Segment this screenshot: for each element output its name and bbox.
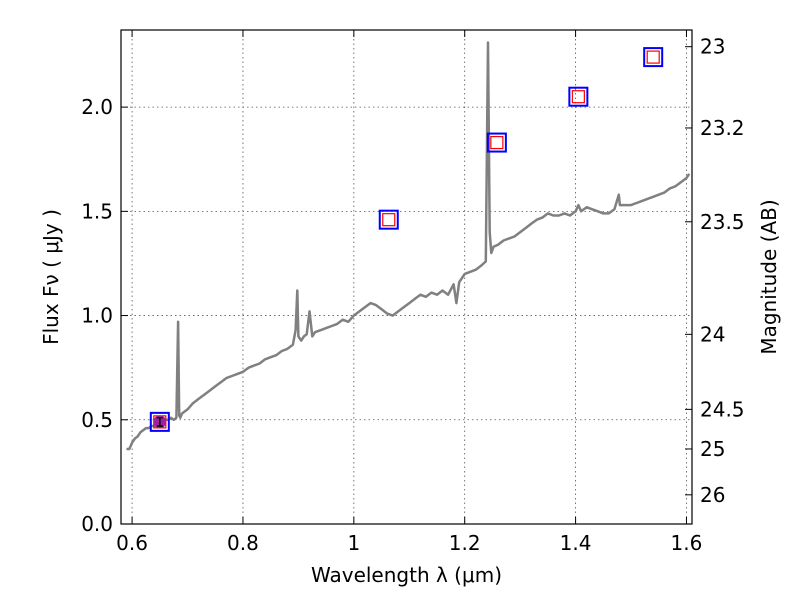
right-axis-label: Magnitude (AB)	[757, 199, 781, 354]
x-axis-label: Wavelength λ (μm)	[311, 563, 502, 587]
photometry-square-inner	[382, 213, 396, 227]
x-tick-label: 0.6	[116, 531, 148, 555]
right-tick-label: 23.2	[700, 116, 745, 140]
grid	[121, 30, 692, 525]
x-tick-label: 1.4	[560, 531, 592, 555]
photometry-square-inner	[571, 90, 585, 104]
y-tick-label: 0.5	[81, 408, 113, 432]
photometry-square-inner	[646, 50, 660, 64]
y-tick-label: 0.0	[81, 512, 113, 536]
right-tick-label: 23	[700, 35, 725, 59]
right-tick-label: 24.5	[700, 397, 745, 421]
right-tick-label: 25	[700, 437, 725, 461]
x-tick-label: 0.8	[227, 531, 259, 555]
x-tick-label: 1.6	[671, 531, 703, 555]
y-tick-label: 1.0	[81, 304, 113, 328]
y-tick-label: 2.0	[81, 95, 113, 119]
y-tick-label: 1.5	[81, 199, 113, 223]
photometry-square-inner	[490, 135, 504, 150]
x-tick-label: 1.2	[449, 531, 481, 555]
data-layer	[126, 41, 691, 451]
right-tick-label: 23.5	[700, 210, 745, 234]
x-tick-label: 1	[347, 531, 360, 555]
photometry-square-outer	[378, 209, 399, 230]
photometry-square-outer	[568, 86, 589, 107]
ticks: 0.6 0.8 1 1.2 1.4 1.6 0.0 0.5 1.0 1.5 2.0 23 23.2 23.…	[81, 30, 745, 555]
spectrum-line	[126, 41, 691, 451]
plot-frame	[120, 29, 693, 525]
y-axis-label: Flux Fν ( μJy )	[39, 209, 63, 345]
photometry-square-outer	[149, 411, 170, 432]
photometry-square-outer	[486, 132, 507, 153]
photometry-square-outer	[643, 47, 664, 68]
right-tick-label: 26	[700, 483, 725, 507]
right-tick-label: 24	[700, 322, 725, 346]
